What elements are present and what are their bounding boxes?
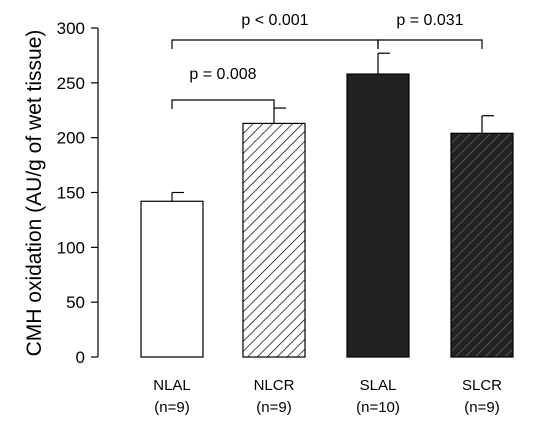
p-value-label: p = 0.008 (189, 66, 256, 83)
x-tick-sublabel: (n=9) (256, 399, 291, 416)
y-tick-label: 300 (57, 19, 85, 38)
x-tick-sublabel: (n=10) (356, 399, 400, 416)
y-tick-label: 50 (66, 293, 85, 312)
significance-brackets: p = 0.008 p < 0.001 p = 0.031 (171, 12, 483, 109)
bar-nlal (140, 200, 204, 358)
y-tick-label: 250 (57, 74, 85, 93)
p-value-label: p = 0.031 (396, 12, 463, 29)
bar-slal (346, 73, 410, 358)
x-tick-sublabel: (n=9) (154, 399, 189, 416)
y-tick-label: 150 (57, 184, 85, 203)
y-tick-label: 100 (57, 238, 85, 257)
y-axis-label: CMH oxidation (AU/g of wet tissue) (23, 30, 46, 357)
y-tick-label: 0 (76, 348, 85, 367)
x-tick-label: SLCR (462, 377, 502, 394)
significance-bracket (377, 39, 483, 49)
x-tick-label: NLCR (254, 377, 295, 394)
x-axis-labels: NLAL (n=9) NLCR (n=9) SLAL (n=10) SLCR (n=9) (153, 377, 502, 416)
significance-bracket (171, 99, 275, 109)
x-tick-label: NLAL (153, 377, 191, 394)
x-tick-sublabel: (n=9) (464, 399, 499, 416)
x-tick-label: SLAL (360, 377, 397, 394)
p-value-label: p < 0.001 (241, 12, 308, 29)
bars (140, 52, 514, 358)
bar-slcr (450, 132, 514, 358)
y-tick-label: 200 (57, 129, 85, 148)
significance-bracket (171, 39, 379, 49)
axes: 0 50 100 150 200 250 300 (57, 19, 99, 367)
bar-nlcr (242, 122, 306, 358)
